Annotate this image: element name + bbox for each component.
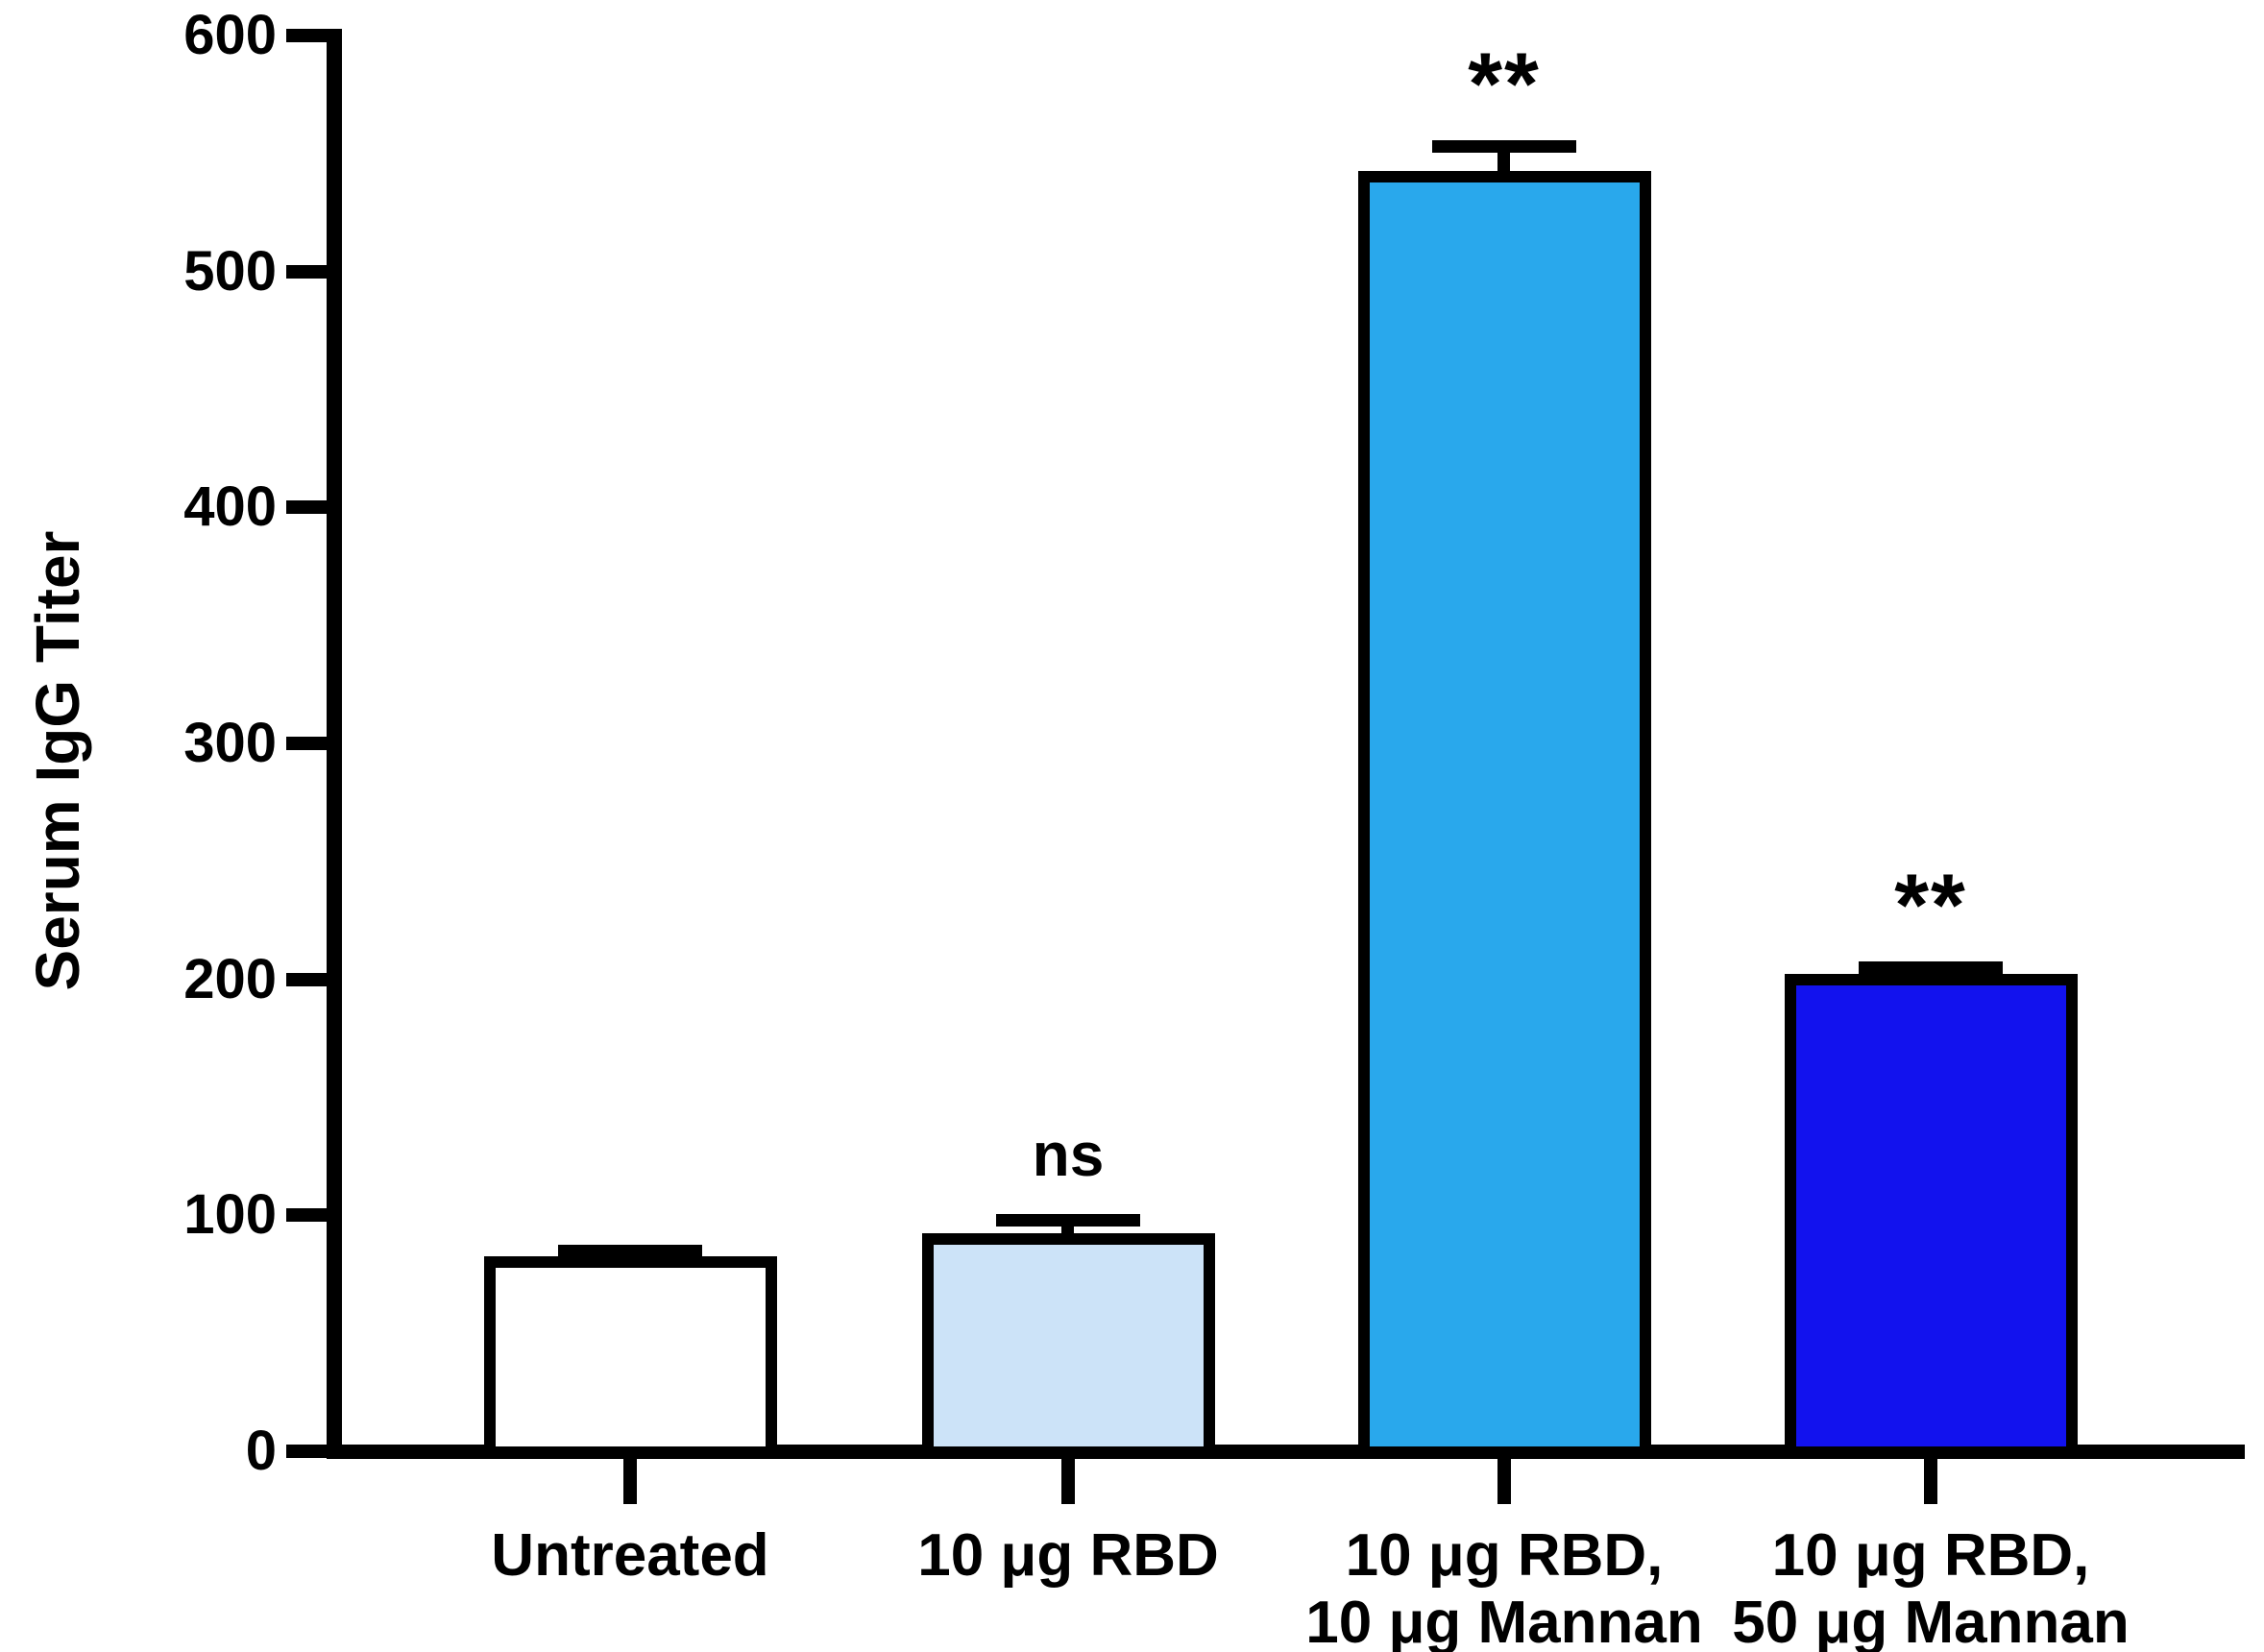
x-category-label-line: 10 μg RBD, [1345,1522,1664,1589]
error-bar-cap [1432,140,1576,154]
significance-label: ** [1468,36,1541,134]
error-bar-cap [996,1214,1140,1227]
x-category-label: 10 μg RBD [722,1522,1414,1590]
y-tick [286,972,342,986]
bar-1 [483,1256,777,1458]
y-tick-label: 300 [183,711,277,774]
significance-label: ** [1894,857,1967,956]
y-tick-label: 400 [183,475,277,539]
x-tick [1497,1459,1511,1504]
x-category-label: 10 μg RBD, 50 μg Mannan [1585,1522,2264,1652]
significance-label: ns [1032,1120,1105,1190]
bar-3 [1357,171,1651,1458]
x-category-label: 10 μg RBD, 10 μg Mannan [1158,1522,1850,1652]
error-bar-cap [558,1245,702,1258]
y-tick [286,28,342,42]
y-tick-label: 500 [183,239,277,303]
x-category-label: Untreated [284,1522,976,1590]
y-tick [286,1208,342,1223]
y-tick [286,500,342,515]
x-category-label-line: 10 μg RBD, [1771,1522,2090,1589]
y-tick [286,736,342,750]
y-tick [286,1445,342,1458]
x-tick [623,1459,637,1504]
y-tick-label: 100 [183,1183,277,1247]
x-category-label-line: 50 μg Mannan [1732,1590,2130,1652]
bar-2 [921,1232,1215,1458]
error-bar-cap [1859,961,2003,975]
x-axis-line [327,1445,2245,1459]
y-tick-label: 600 [183,3,277,66]
bar-4 [1784,973,2078,1458]
x-category-label-line: Untreated [491,1522,769,1589]
x-category-label-line: 10 μg Mannan [1305,1590,1703,1652]
x-tick [1924,1459,1937,1504]
y-tick-label: 200 [183,947,277,1010]
x-category-label-line: 10 μg RBD [917,1522,1219,1589]
y-tick [286,264,342,279]
y-tick-label: 0 [245,1420,277,1482]
x-tick [1061,1459,1075,1504]
